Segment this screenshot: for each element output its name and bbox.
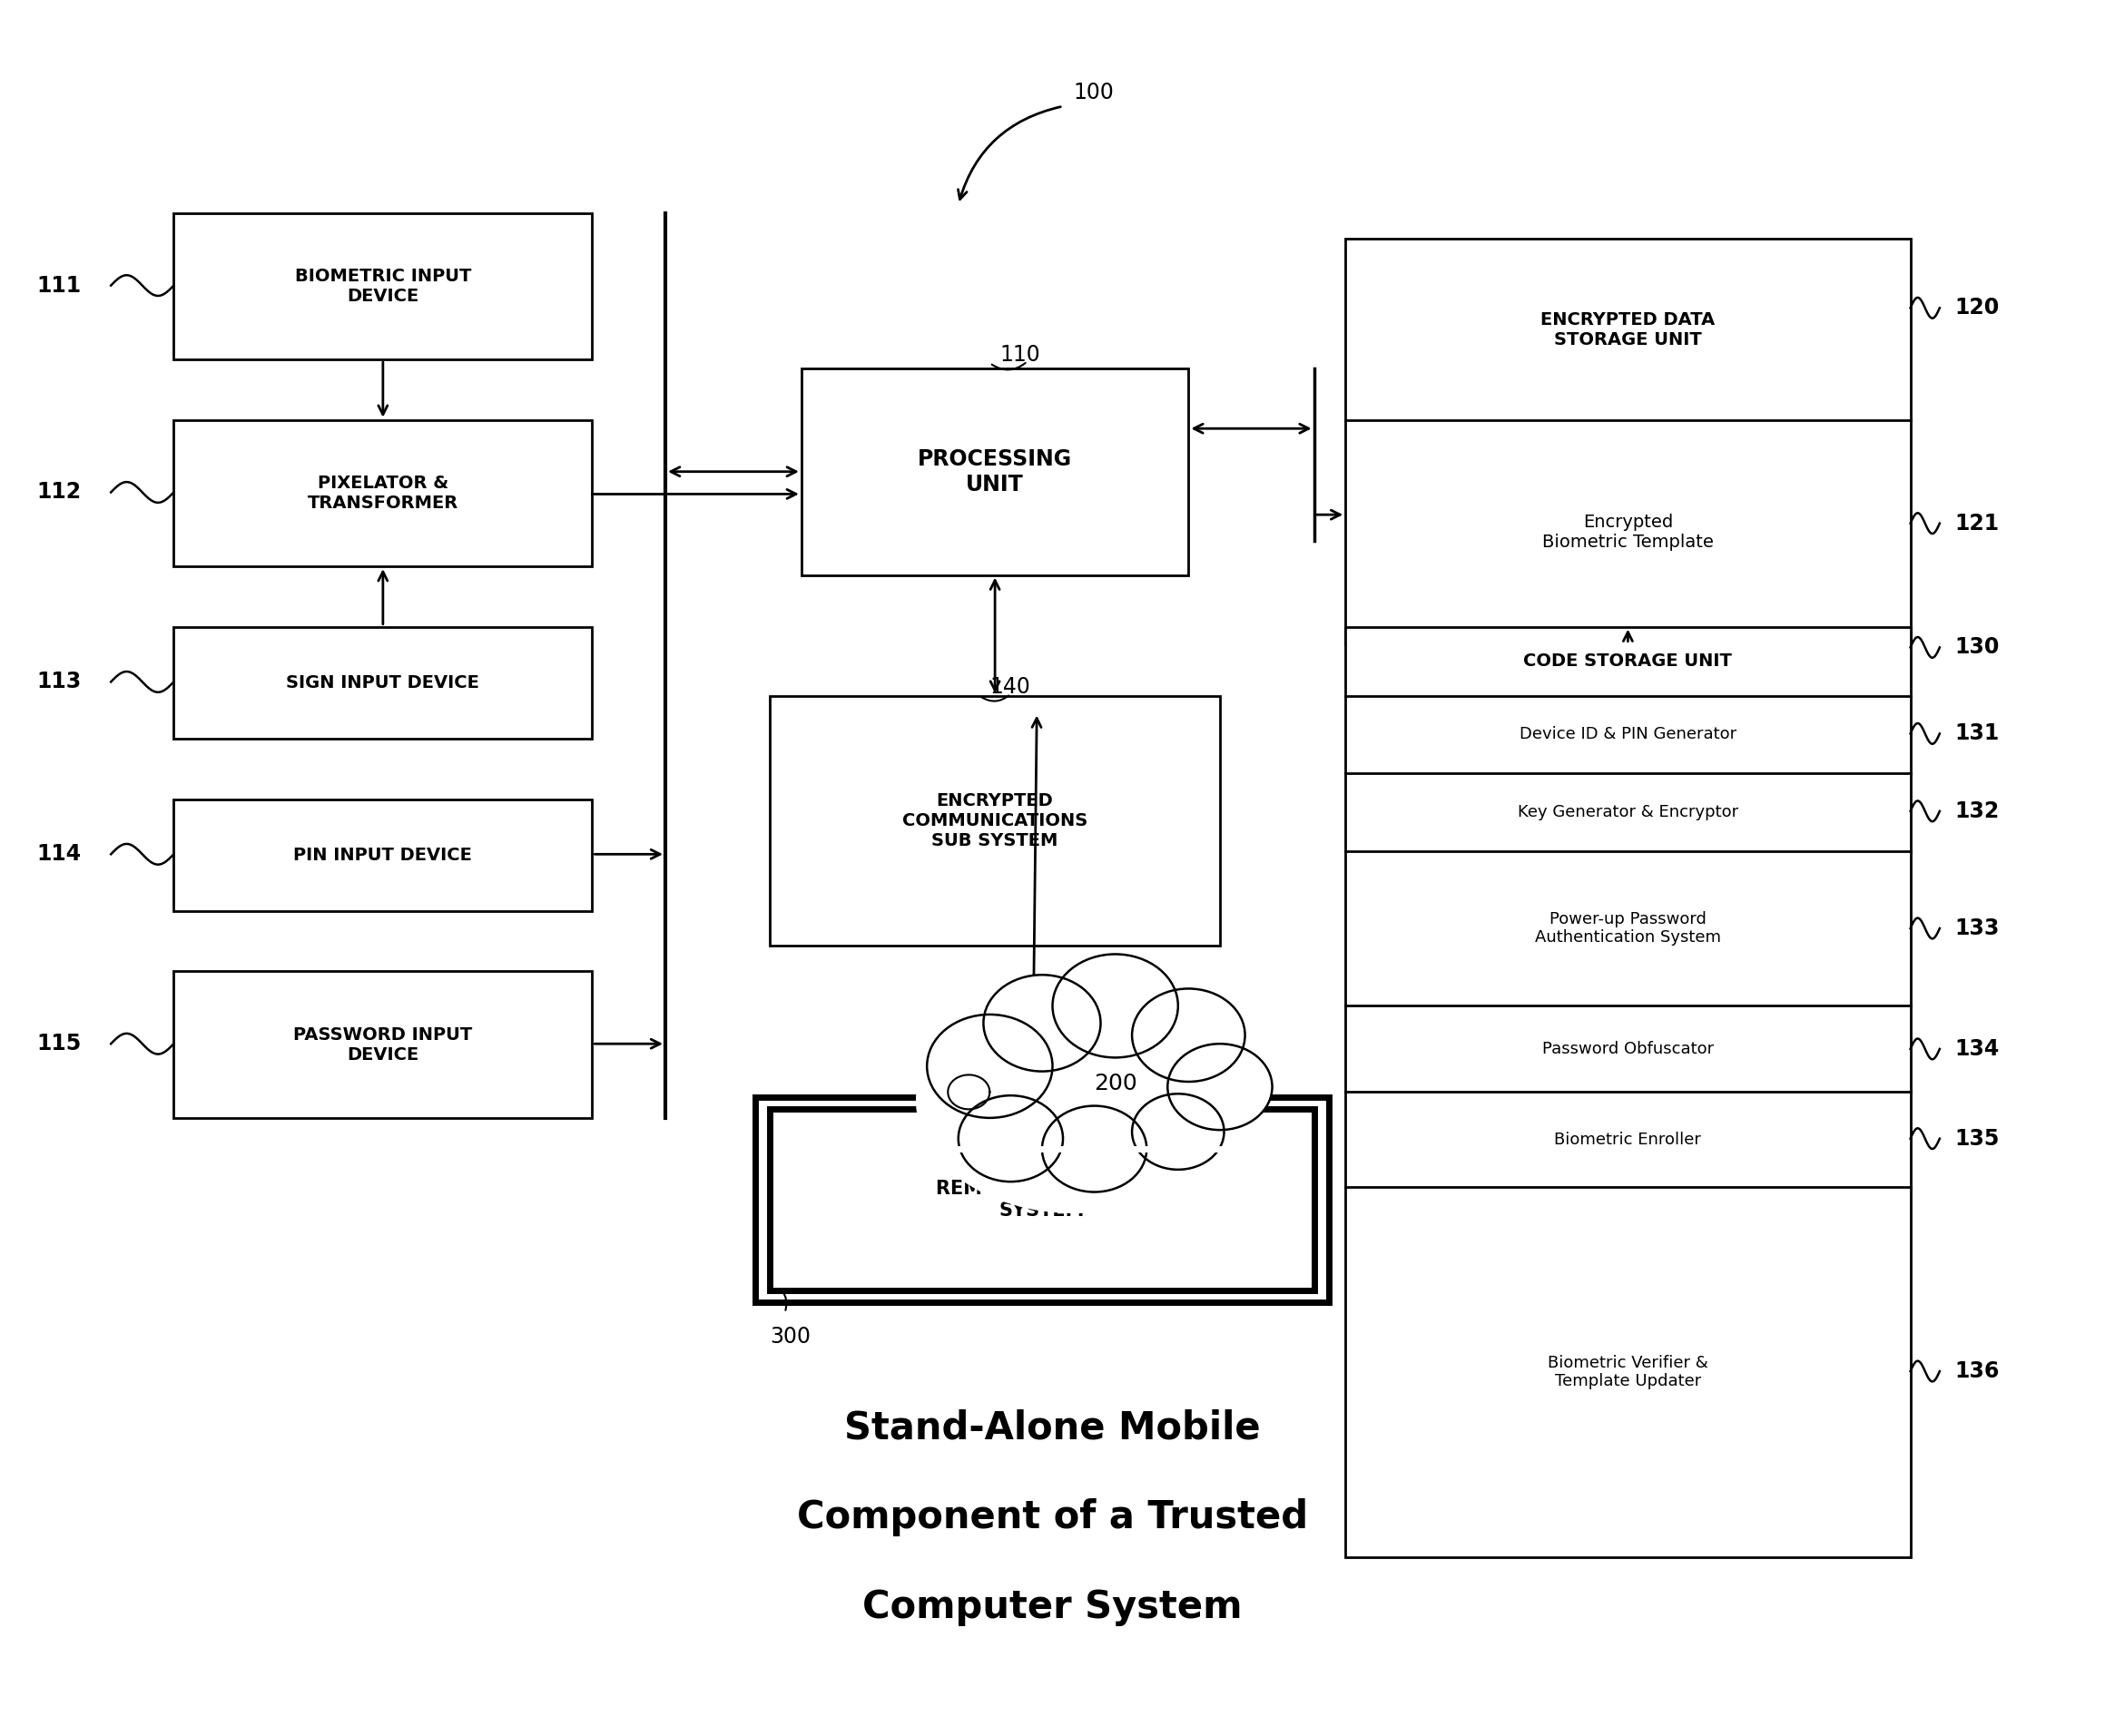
Text: 112: 112 — [36, 481, 80, 503]
Text: Password Obfuscator: Password Obfuscator — [1543, 1042, 1713, 1057]
Circle shape — [1168, 1043, 1271, 1130]
Text: CODE STORAGE UNIT: CODE STORAGE UNIT — [1524, 653, 1732, 670]
Text: 111: 111 — [36, 274, 80, 297]
Bar — [175, 627, 592, 740]
Bar — [175, 972, 592, 1118]
Text: 200: 200 — [1095, 1073, 1137, 1094]
Text: 120: 120 — [1953, 297, 2000, 319]
Bar — [175, 420, 592, 566]
Bar — [175, 214, 592, 359]
Circle shape — [1042, 1106, 1147, 1193]
Ellipse shape — [916, 988, 1229, 1213]
Text: SIGN INPUT DEVICE: SIGN INPUT DEVICE — [286, 674, 480, 691]
Text: ENCRYPTED DATA
STORAGE UNIT: ENCRYPTED DATA STORAGE UNIT — [1541, 311, 1716, 347]
Text: PASSWORD INPUT
DEVICE: PASSWORD INPUT DEVICE — [293, 1026, 472, 1062]
Bar — [175, 799, 592, 911]
Text: Device ID & PIN Generator: Device ID & PIN Generator — [1520, 726, 1737, 743]
Text: REMOTE COMPUTER
SYSTEM: REMOTE COMPUTER SYSTEM — [935, 1180, 1149, 1219]
Text: 136: 136 — [1953, 1361, 2000, 1382]
Text: ENCRYPTED
COMMUNICATIONS
SUB SYSTEM: ENCRYPTED COMMUNICATIONS SUB SYSTEM — [903, 792, 1088, 849]
Circle shape — [1132, 1094, 1225, 1170]
Text: BIOMETRIC INPUT
DEVICE: BIOMETRIC INPUT DEVICE — [295, 267, 472, 306]
Text: 300: 300 — [770, 1326, 810, 1347]
Bar — [1345, 627, 1911, 1557]
Text: Encrypted
Biometric Template: Encrypted Biometric Template — [1543, 514, 1713, 550]
Circle shape — [1052, 955, 1179, 1057]
Text: Key Generator & Encryptor: Key Generator & Encryptor — [1518, 804, 1739, 819]
Text: 100: 100 — [1074, 82, 1114, 104]
Circle shape — [958, 1095, 1063, 1182]
Text: Component of a Trusted: Component of a Trusted — [798, 1498, 1307, 1536]
Text: 114: 114 — [36, 844, 80, 865]
Text: PROCESSING
UNIT: PROCESSING UNIT — [918, 448, 1071, 495]
Text: 110: 110 — [1000, 344, 1040, 365]
Bar — [756, 1097, 1328, 1302]
Text: 135: 135 — [1953, 1128, 2000, 1149]
Text: 140: 140 — [989, 675, 1031, 698]
Bar — [770, 1109, 1314, 1290]
Text: 133: 133 — [1953, 917, 2000, 939]
Text: 113: 113 — [36, 672, 80, 693]
Text: Computer System: Computer System — [863, 1588, 1242, 1627]
Text: 130: 130 — [1953, 637, 2000, 658]
Text: 115: 115 — [36, 1033, 80, 1055]
Text: Power-up Password
Authentication System: Power-up Password Authentication System — [1535, 911, 1722, 946]
Circle shape — [983, 976, 1101, 1071]
Bar — [770, 696, 1221, 946]
Text: 131: 131 — [1953, 722, 2000, 745]
Text: 121: 121 — [1953, 512, 2000, 535]
Bar — [802, 368, 1189, 575]
Circle shape — [1132, 988, 1244, 1082]
Text: Biometric Verifier &
Template Updater: Biometric Verifier & Template Updater — [1547, 1354, 1707, 1391]
Text: 134: 134 — [1953, 1038, 2000, 1061]
Text: Stand-Alone Mobile: Stand-Alone Mobile — [844, 1410, 1261, 1448]
Circle shape — [926, 1014, 1052, 1118]
Text: PIN INPUT DEVICE: PIN INPUT DEVICE — [293, 847, 472, 865]
Bar — [1345, 240, 1911, 644]
Text: Biometric Enroller: Biometric Enroller — [1553, 1132, 1701, 1147]
Text: PIXELATOR &
TRANSFORMER: PIXELATOR & TRANSFORMER — [307, 474, 459, 512]
Text: 132: 132 — [1953, 800, 2000, 823]
